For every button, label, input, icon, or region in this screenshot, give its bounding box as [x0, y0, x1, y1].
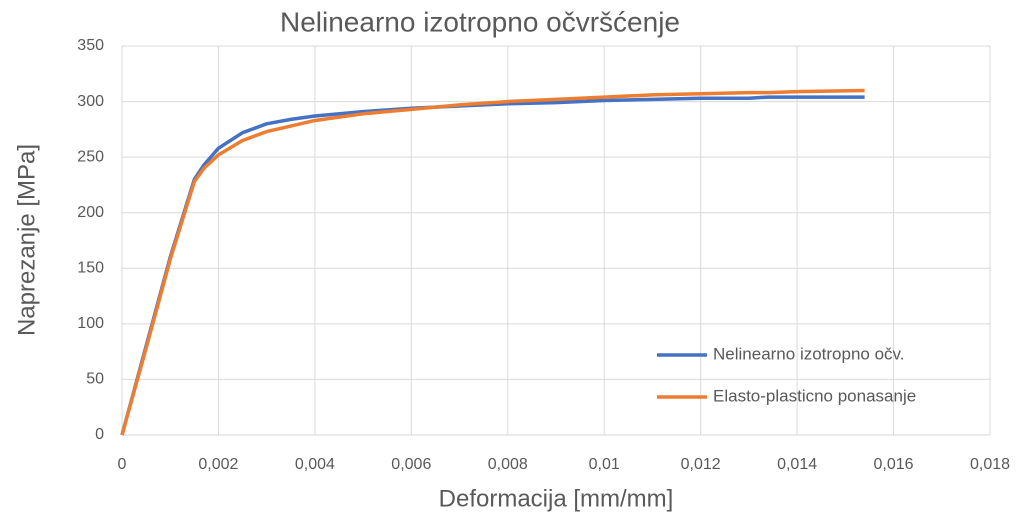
- x-tick-label: 0,008: [488, 456, 528, 473]
- x-tick-label: 0,016: [874, 456, 914, 473]
- x-tick-label: 0,018: [970, 456, 1010, 473]
- y-axis-title: Naprezanje [MPa]: [13, 144, 40, 336]
- y-tick-label: 350: [77, 37, 104, 54]
- y-tick-label: 250: [77, 148, 104, 165]
- x-tick-label: 0,012: [681, 456, 721, 473]
- series-line: [120, 88, 865, 436]
- y-tick-label: 0: [95, 426, 104, 443]
- x-tick-label: 0,002: [198, 456, 238, 473]
- legend-label: Elasto-plasticno ponasanje: [713, 386, 916, 405]
- x-tick-label: 0: [118, 456, 127, 473]
- y-tick-label: 300: [77, 93, 104, 110]
- y-tick-label: 200: [77, 204, 104, 221]
- legend-label: Nelinearno izotropno očv.: [713, 344, 905, 363]
- x-tick-label: 0,004: [295, 456, 335, 473]
- x-tick-label: 0,01: [589, 456, 620, 473]
- x-tick-label: 0,014: [777, 456, 817, 473]
- y-tick-label: 150: [77, 260, 104, 277]
- y-tick-label: 50: [86, 371, 104, 388]
- x-tick-label: 0,006: [391, 456, 431, 473]
- chart-title: Nelinearno izotropno očvršćenje: [280, 6, 680, 37]
- y-tick-label: 100: [77, 315, 104, 332]
- x-axis-title: Deformacija [mm/mm]: [439, 485, 674, 512]
